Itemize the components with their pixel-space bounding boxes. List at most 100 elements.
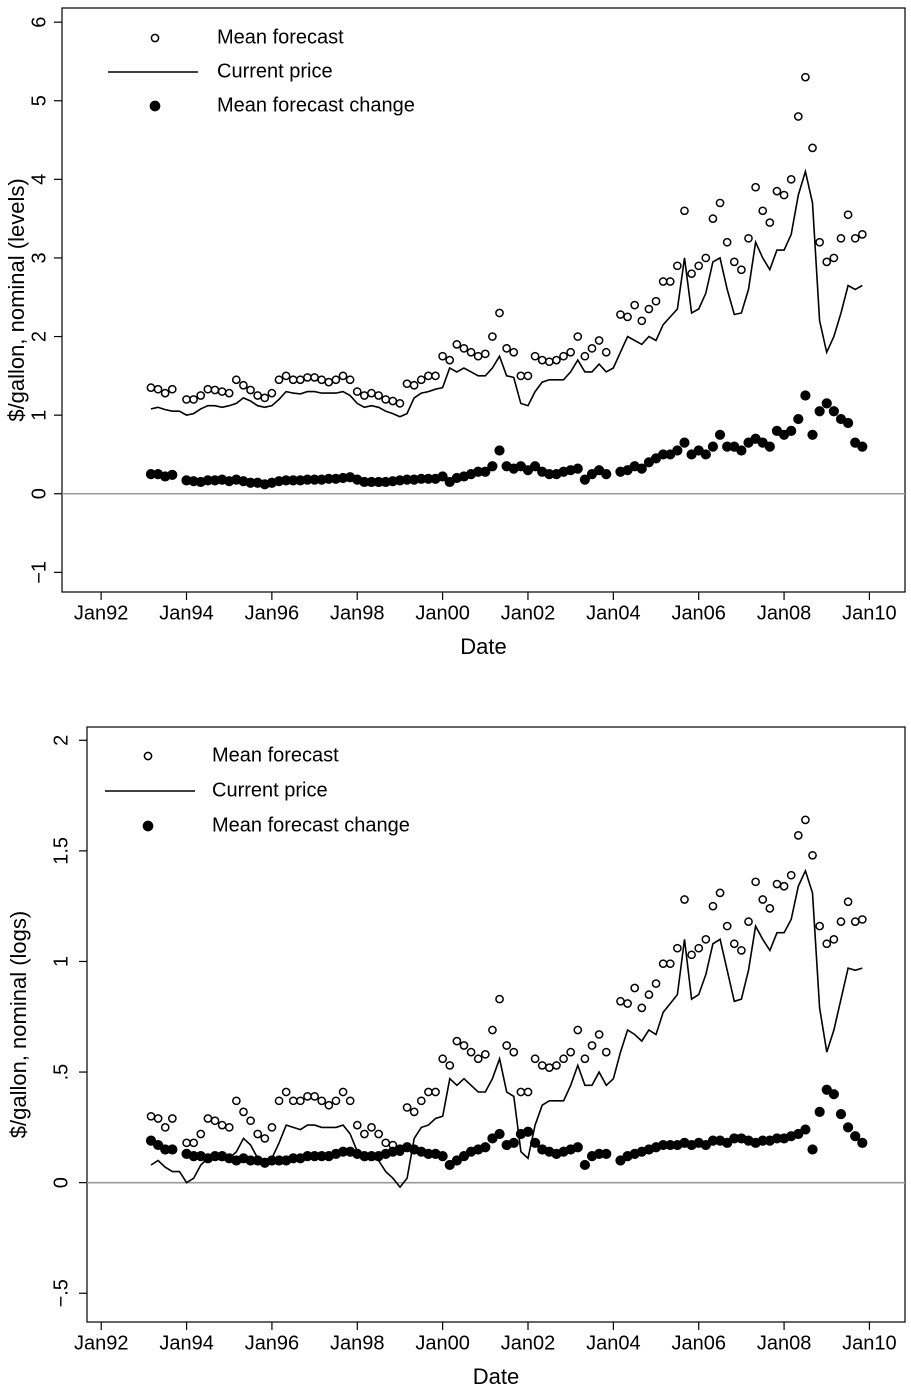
forecast-point	[367, 1123, 376, 1132]
forecast-point	[694, 261, 704, 271]
forecast-point	[537, 1061, 547, 1070]
forecast-point	[616, 996, 625, 1006]
forecast-point	[687, 269, 696, 279]
forecast-point	[544, 357, 554, 367]
change-point	[579, 474, 590, 485]
forecast-point	[352, 1120, 362, 1130]
forecast-point	[402, 1103, 412, 1112]
y-axis-title: $/gallon, nominal (logs)	[6, 911, 31, 1138]
forecast-point	[658, 959, 668, 969]
change-point	[793, 413, 804, 425]
x-tick-label: Jan02	[501, 602, 556, 624]
forecast-point	[836, 233, 846, 243]
forecast-point	[424, 371, 433, 381]
forecast-point	[367, 388, 376, 398]
price-line	[150, 168, 863, 418]
change-point	[480, 466, 491, 477]
x-tick-label: Jan08	[757, 602, 812, 624]
forecast-point	[587, 343, 597, 353]
legend-label: Mean forecast change	[212, 814, 410, 836]
forecast-point	[317, 375, 327, 385]
forecast-point	[566, 347, 575, 357]
forecast-point	[253, 1129, 263, 1139]
forecast-point	[644, 304, 654, 314]
change-point	[167, 469, 178, 480]
forecast-point	[594, 1030, 604, 1039]
forecast-point	[673, 943, 682, 953]
forecast-point	[331, 1096, 341, 1106]
forecast-point	[480, 349, 490, 359]
change-point	[807, 1144, 818, 1155]
y-tick-label: 4	[28, 174, 50, 185]
forecast-point	[324, 1100, 334, 1110]
forecast-point	[196, 1129, 206, 1139]
forecast-point	[274, 1096, 284, 1106]
forecast-point	[459, 1041, 469, 1050]
y-axis-title: $/gallon, nominal (levels)	[4, 178, 29, 421]
forecast-point	[153, 384, 163, 394]
forecast-point	[523, 1087, 533, 1097]
forecast-point	[445, 1061, 455, 1070]
forecast-point	[317, 1096, 327, 1106]
forecast-point	[445, 355, 455, 365]
forecast-point	[310, 373, 319, 382]
forecast-point	[708, 901, 718, 911]
y-tick-label: 0	[50, 1177, 72, 1188]
plot-frame	[61, 7, 906, 593]
y-tick-label: .5	[50, 1064, 72, 1081]
change-point	[707, 441, 719, 452]
forecast-point	[281, 371, 291, 381]
forecast-point	[352, 387, 362, 396]
change-point	[167, 1144, 178, 1155]
forecast-point	[665, 959, 675, 969]
x-tick-label: Jan08	[757, 1332, 812, 1354]
x-tick-label: Jan94	[159, 1332, 214, 1354]
x-tick-label: Jan04	[586, 602, 641, 624]
forecast-point	[744, 917, 753, 926]
forecast-point	[360, 1129, 369, 1139]
change-point	[437, 471, 448, 482]
forecast-point	[495, 308, 504, 318]
forecast-point	[509, 347, 519, 357]
change-point	[672, 445, 683, 456]
forecast-point	[552, 355, 561, 365]
forecast-point	[288, 375, 298, 385]
forecast-point	[793, 112, 803, 121]
forecast-point	[246, 385, 255, 395]
legend-symbol	[142, 820, 154, 832]
forecast-point	[587, 1041, 597, 1050]
forecast-point	[217, 387, 227, 396]
y-tick-label: −.5	[50, 1279, 72, 1307]
forecast-point	[338, 371, 348, 381]
change-point	[736, 445, 747, 456]
forecast-point	[815, 237, 824, 247]
forecast-point	[616, 310, 625, 319]
forecast-point	[850, 917, 860, 926]
forecast-point	[857, 915, 867, 924]
forecast-point	[331, 375, 341, 385]
x-tick-label: Jan00	[415, 1332, 470, 1354]
x-tick-label: Jan96	[245, 602, 300, 624]
forecast-point	[573, 1025, 583, 1035]
change-point	[480, 1142, 491, 1153]
forecast-point	[466, 1047, 476, 1057]
change-point	[807, 429, 818, 440]
forecast-point	[253, 391, 262, 400]
legend-symbol	[150, 33, 160, 43]
forecast-point	[246, 1116, 255, 1126]
forecast-point	[431, 1087, 440, 1097]
x-tick-label: Jan98	[330, 1332, 385, 1354]
forecast-point	[509, 1047, 519, 1057]
forecast-point	[189, 395, 198, 404]
forecast-point	[189, 1138, 199, 1148]
change-point	[529, 461, 541, 472]
forecast-point	[260, 1134, 270, 1143]
forecast-point	[473, 1054, 483, 1064]
forecast-point	[210, 385, 220, 395]
forecast-point	[737, 265, 746, 275]
forecast-point	[822, 257, 832, 267]
forecast-point	[146, 383, 156, 392]
change-point	[835, 1108, 847, 1120]
forecast-point	[146, 1111, 156, 1121]
forecast-point	[623, 312, 632, 322]
